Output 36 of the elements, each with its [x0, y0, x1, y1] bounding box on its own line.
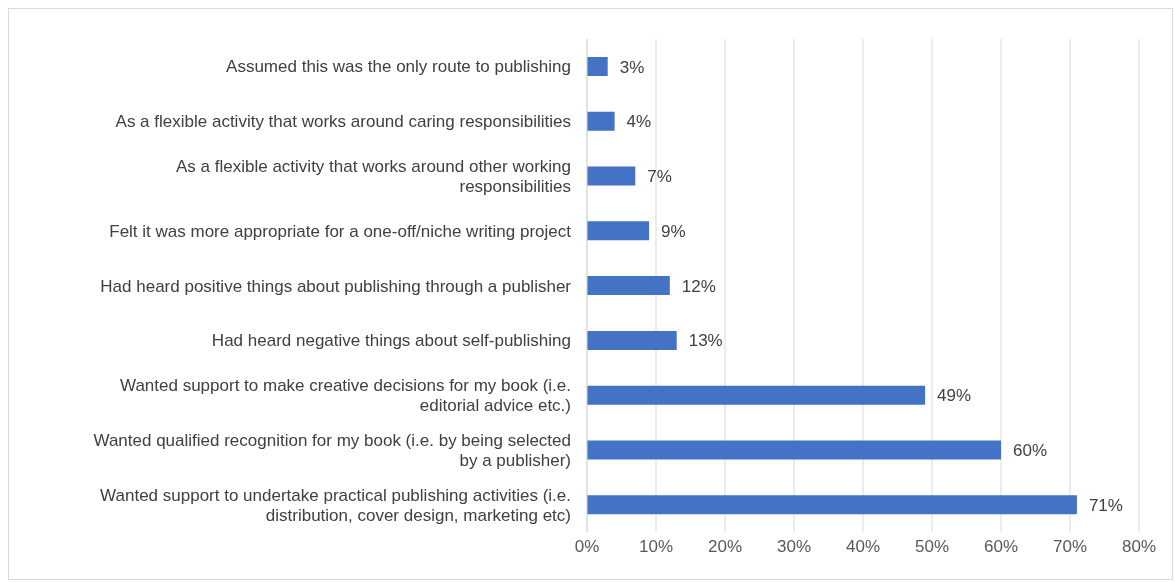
bar — [587, 57, 608, 76]
data-label: 60% — [1013, 440, 1048, 460]
x-tick-label: 20% — [707, 537, 743, 557]
bar — [587, 440, 1001, 460]
x-tick-label: 80% — [1121, 537, 1157, 557]
bar — [587, 495, 1077, 515]
x-tick-label: 0% — [574, 537, 600, 557]
data-label: 49% — [937, 386, 972, 406]
data-label: 7% — [647, 167, 672, 187]
bar — [587, 330, 677, 350]
bar — [587, 166, 636, 186]
x-tick-label: 50% — [914, 537, 950, 557]
data-label: 3% — [619, 57, 645, 77]
bar — [587, 221, 650, 241]
x-tick-label: 60% — [983, 537, 1019, 557]
y-tick-label: Assumed this was the only route to publishing — [226, 56, 571, 76]
y-tick-label: Had heard negative things about self-publishing — [211, 330, 571, 350]
y-tick-label: Wanted support to make creative decisions for my book (i.e. editorial advice etc.) — [119, 375, 571, 415]
x-tick-label: 70% — [1052, 537, 1088, 557]
data-label: 12% — [681, 276, 716, 296]
x-tick-label: 10% — [638, 537, 674, 557]
y-tick-label: As a flexible activity that works around caring responsibilities — [115, 111, 571, 131]
bar — [587, 111, 615, 131]
y-tick-label: Wanted support to undertake practical publishing activities (i.e. distribution, cover design, marketing etc) — [100, 485, 571, 525]
data-label: 9% — [661, 221, 686, 241]
x-tick-label: 30% — [776, 537, 812, 557]
bar — [587, 385, 926, 405]
data-label: 4% — [626, 112, 652, 132]
y-tick-label: Felt it was more appropriate for a one-off/niche writing project — [109, 221, 572, 241]
data-label: 71% — [1088, 495, 1123, 515]
x-tick-label: 40% — [845, 537, 881, 557]
y-tick-label: Had heard positive things about publishing through a publisher — [100, 276, 572, 295]
bar — [587, 276, 670, 296]
y-tick-label: As a flexible activity that works around other working responsibilities — [176, 156, 571, 196]
y-tick-label: Wanted qualified recognition for my book (i.e. by being selected by a publisher) — [93, 430, 571, 470]
data-label: 13% — [688, 331, 723, 351]
